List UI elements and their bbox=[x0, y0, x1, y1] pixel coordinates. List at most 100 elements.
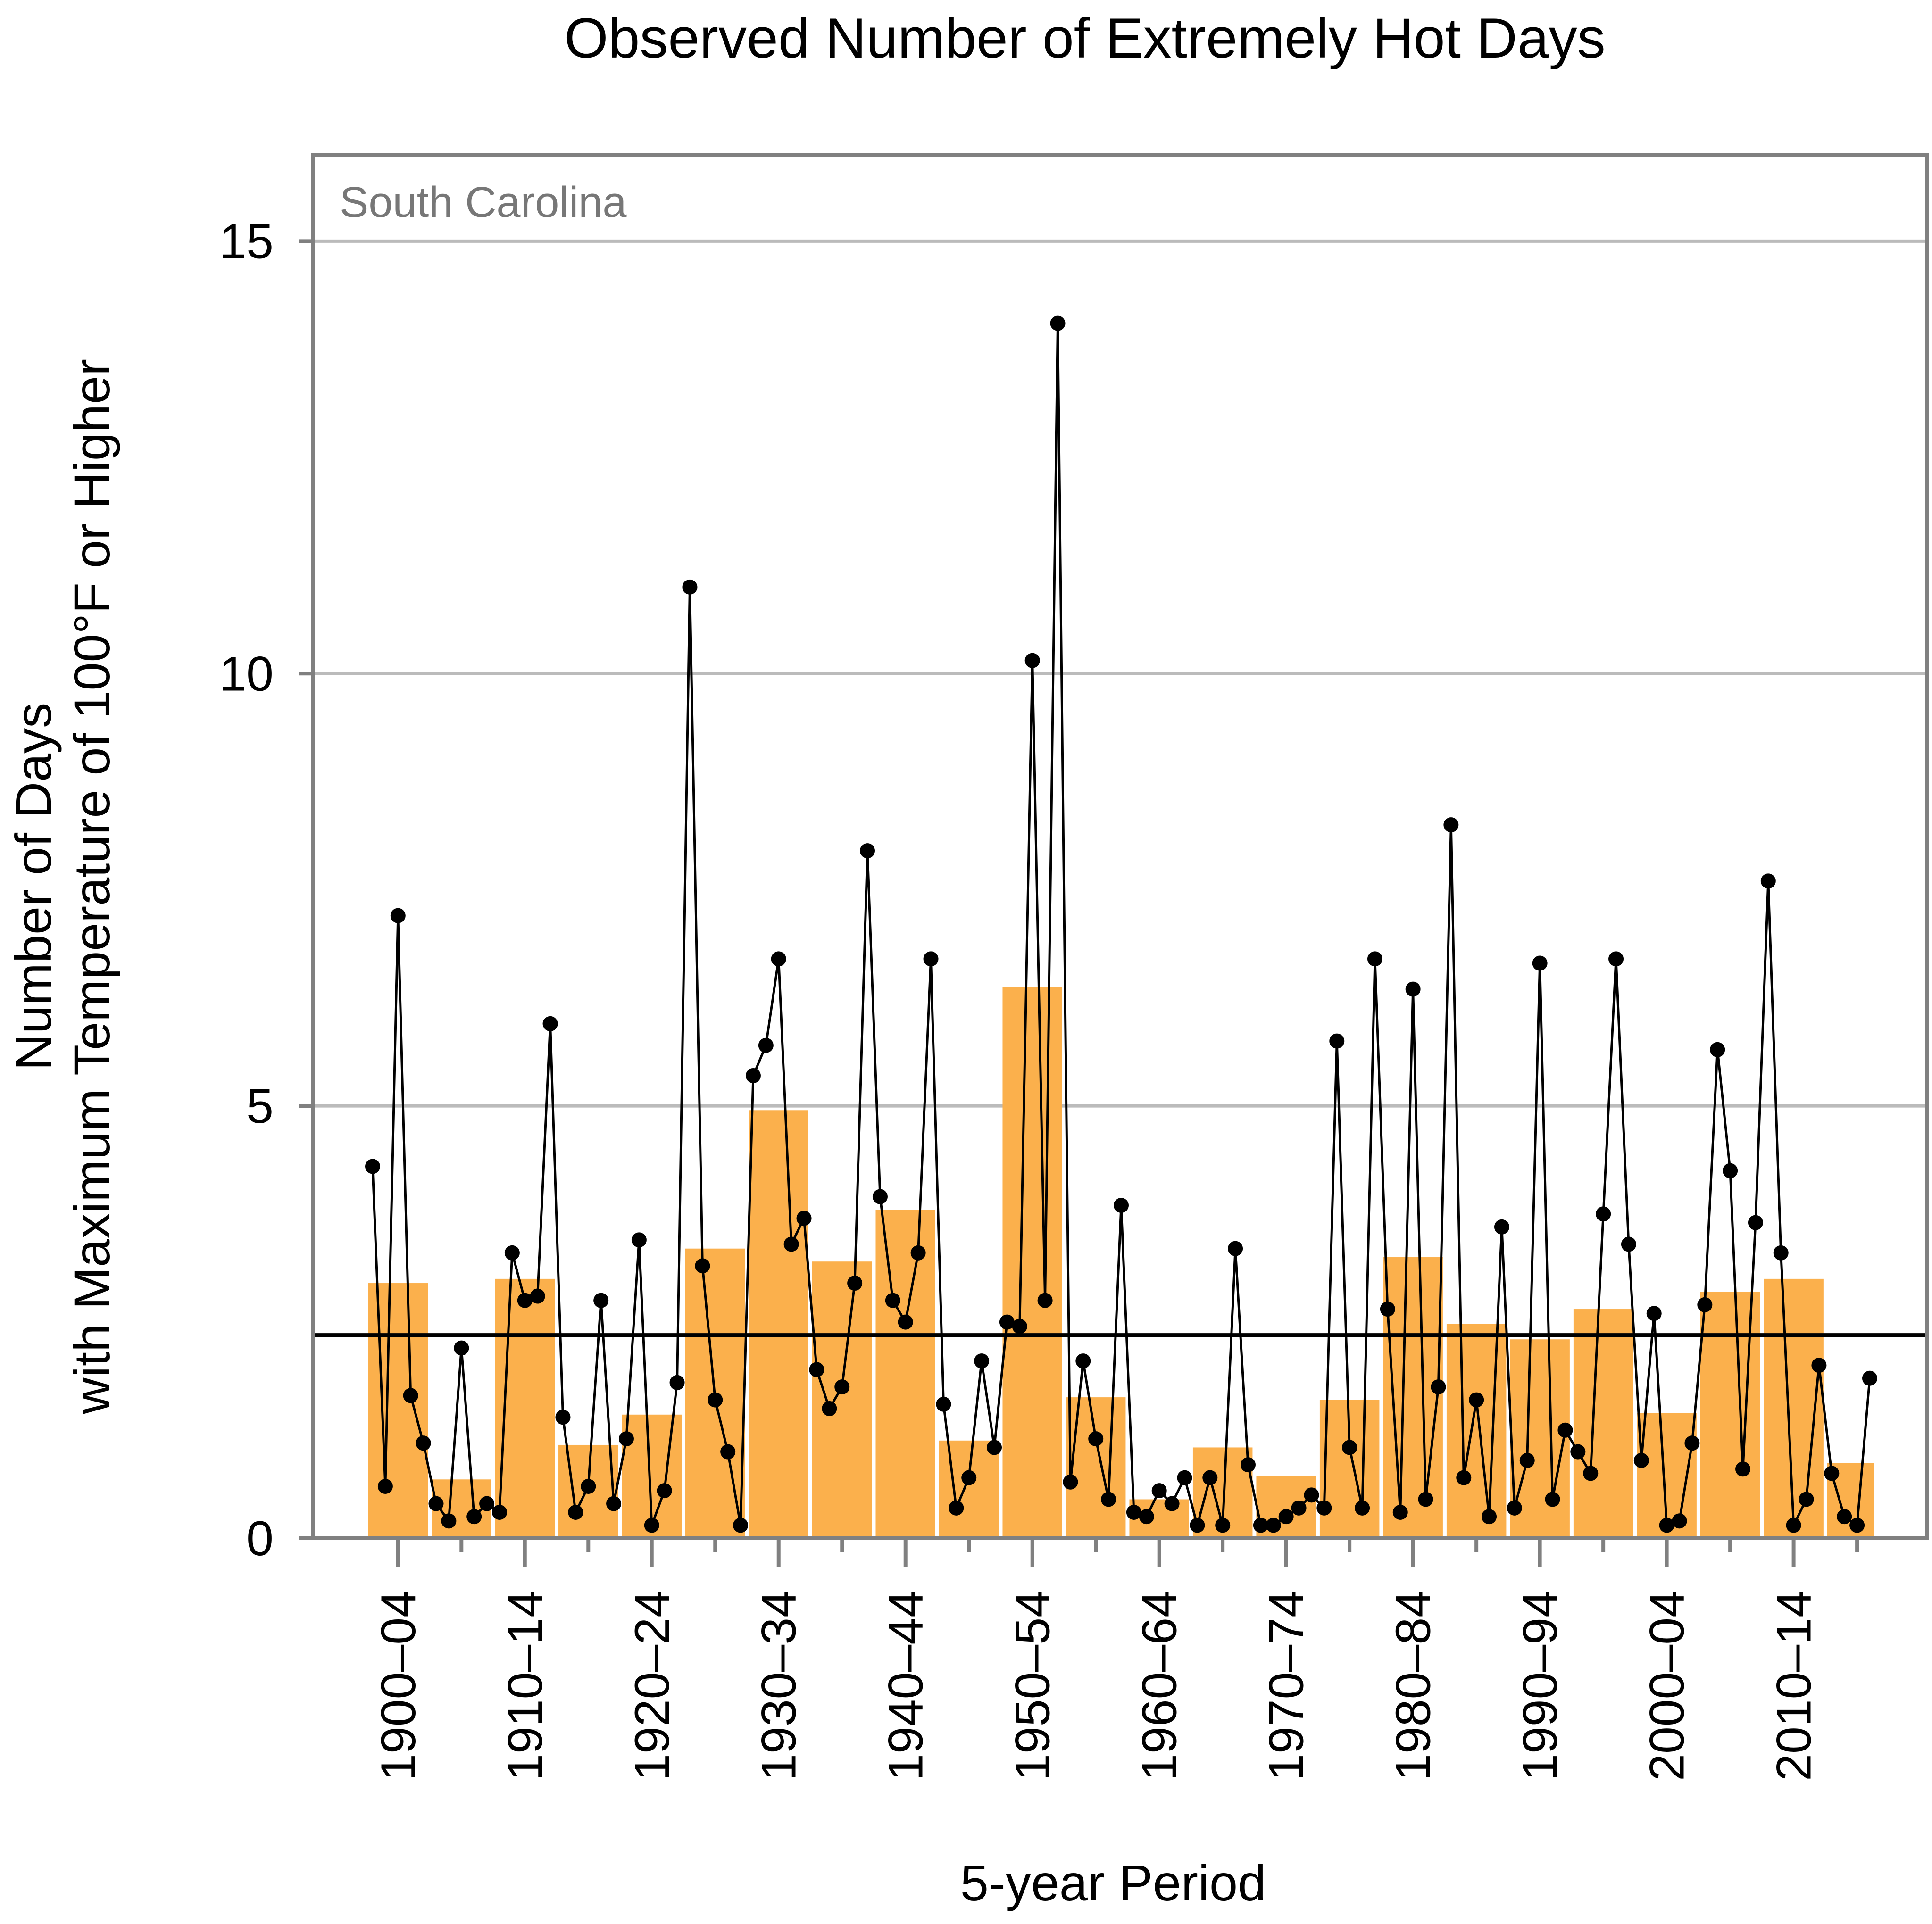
point-1910 bbox=[491, 1504, 507, 1520]
point-2007 bbox=[1723, 1163, 1738, 1178]
point-1928 bbox=[720, 1444, 736, 1460]
point-1907 bbox=[454, 1340, 469, 1356]
point-2006 bbox=[1710, 1042, 1725, 1057]
point-1927 bbox=[708, 1392, 723, 1408]
x-tick-label-1930–34: 1930–34 bbox=[752, 1590, 807, 1781]
bar-1995–99 bbox=[1573, 1309, 1633, 1538]
point-1950 bbox=[999, 1314, 1015, 1330]
point-2012 bbox=[1786, 1518, 1801, 1533]
point-1994 bbox=[1557, 1422, 1573, 1438]
point-1932 bbox=[771, 951, 786, 967]
point-2005 bbox=[1697, 1297, 1713, 1312]
point-1953 bbox=[1037, 1293, 1053, 1308]
x-tick-label-1970–74: 1970–74 bbox=[1259, 1590, 1314, 1781]
point-1966 bbox=[1202, 1470, 1218, 1485]
point-1955 bbox=[1063, 1474, 1078, 1490]
point-1900 bbox=[365, 1159, 380, 1174]
y-tick-label-5: 5 bbox=[246, 1079, 274, 1134]
point-1970 bbox=[1253, 1518, 1268, 1533]
point-1973 bbox=[1291, 1500, 1307, 1516]
point-1979 bbox=[1367, 951, 1382, 967]
point-1946 bbox=[949, 1500, 964, 1516]
point-1984 bbox=[1431, 1379, 1446, 1395]
point-1940 bbox=[872, 1189, 888, 1204]
point-1914 bbox=[542, 1016, 558, 1031]
point-1929 bbox=[733, 1518, 749, 1533]
point-1906 bbox=[441, 1513, 457, 1529]
point-1924 bbox=[669, 1375, 685, 1390]
point-1998 bbox=[1608, 951, 1624, 967]
point-1935 bbox=[809, 1362, 824, 1377]
point-1956 bbox=[1075, 1353, 1091, 1369]
x-tick-label-1900–04: 1900–04 bbox=[371, 1590, 426, 1781]
point-1999 bbox=[1621, 1236, 1636, 1252]
point-2015 bbox=[1824, 1466, 1840, 1481]
annual-series-points bbox=[365, 315, 1877, 1533]
point-1921 bbox=[631, 1232, 647, 1248]
point-2016 bbox=[1837, 1509, 1852, 1525]
bar-1945–49 bbox=[939, 1440, 999, 1538]
y-tick-label-10: 10 bbox=[219, 647, 274, 701]
point-1902 bbox=[390, 908, 406, 923]
point-1996 bbox=[1583, 1466, 1599, 1481]
point-1938 bbox=[847, 1276, 863, 1291]
point-1995 bbox=[1570, 1444, 1586, 1460]
point-1957 bbox=[1088, 1431, 1104, 1447]
point-2011 bbox=[1773, 1245, 1789, 1261]
point-1972 bbox=[1278, 1509, 1294, 1525]
point-1959 bbox=[1114, 1198, 1129, 1213]
point-1971 bbox=[1266, 1518, 1281, 1533]
point-1926 bbox=[695, 1258, 710, 1274]
point-1960 bbox=[1126, 1504, 1141, 1520]
point-1911 bbox=[504, 1245, 520, 1261]
point-1933 bbox=[783, 1236, 799, 1252]
y-axis-label-line2: with Maximum Temperature of 100°F or Hig… bbox=[63, 359, 120, 1415]
point-1915 bbox=[555, 1410, 571, 1425]
y-axis-ticks: 0 5 10 15 bbox=[219, 214, 313, 1566]
point-1941 bbox=[885, 1293, 900, 1308]
bar-2010–14 bbox=[1764, 1278, 1824, 1538]
bar-series bbox=[368, 987, 1874, 1538]
point-1981 bbox=[1392, 1504, 1408, 1520]
point-1916 bbox=[568, 1504, 583, 1520]
point-2017 bbox=[1849, 1518, 1865, 1533]
x-tick-label-2010–14: 2010–14 bbox=[1767, 1590, 1822, 1781]
point-1987 bbox=[1469, 1392, 1484, 1408]
y-tick-label-15: 15 bbox=[219, 214, 274, 269]
point-1977 bbox=[1342, 1440, 1357, 1455]
point-1992 bbox=[1532, 955, 1548, 971]
point-1993 bbox=[1545, 1492, 1560, 1507]
point-1918 bbox=[593, 1293, 609, 1308]
bar-1960–64 bbox=[1129, 1499, 1189, 1538]
point-1988 bbox=[1482, 1509, 1497, 1525]
point-1922 bbox=[644, 1518, 659, 1533]
bar-1950–54 bbox=[1002, 987, 1062, 1538]
point-1974 bbox=[1304, 1487, 1319, 1503]
x-tick-label-1950–54: 1950–54 bbox=[1006, 1590, 1060, 1781]
point-2003 bbox=[1672, 1513, 1687, 1529]
point-1967 bbox=[1215, 1518, 1231, 1533]
x-tick-label-1960–64: 1960–64 bbox=[1133, 1590, 1187, 1781]
point-1917 bbox=[581, 1478, 596, 1494]
point-1962 bbox=[1151, 1483, 1167, 1499]
x-axis-ticks: 1900–04 1910–14 1920–24 1930–34 1940–44 1950–… bbox=[371, 1538, 1859, 1781]
point-1968 bbox=[1228, 1241, 1243, 1256]
point-1989 bbox=[1494, 1219, 1509, 1235]
point-2010 bbox=[1760, 873, 1776, 889]
point-1905 bbox=[428, 1496, 444, 1511]
point-1934 bbox=[796, 1211, 812, 1226]
gridlines bbox=[313, 239, 1927, 1108]
point-1919 bbox=[606, 1496, 622, 1511]
point-1951 bbox=[1012, 1319, 1027, 1334]
point-1931 bbox=[758, 1037, 774, 1053]
point-2008 bbox=[1735, 1461, 1751, 1477]
point-2009 bbox=[1748, 1215, 1763, 1230]
point-1990 bbox=[1507, 1500, 1522, 1516]
point-1908 bbox=[466, 1509, 482, 1525]
point-1930 bbox=[745, 1068, 761, 1083]
point-1920 bbox=[618, 1431, 634, 1447]
point-1913 bbox=[530, 1288, 545, 1304]
point-1952 bbox=[1024, 653, 1040, 668]
bar-1930–34 bbox=[749, 1110, 808, 1538]
